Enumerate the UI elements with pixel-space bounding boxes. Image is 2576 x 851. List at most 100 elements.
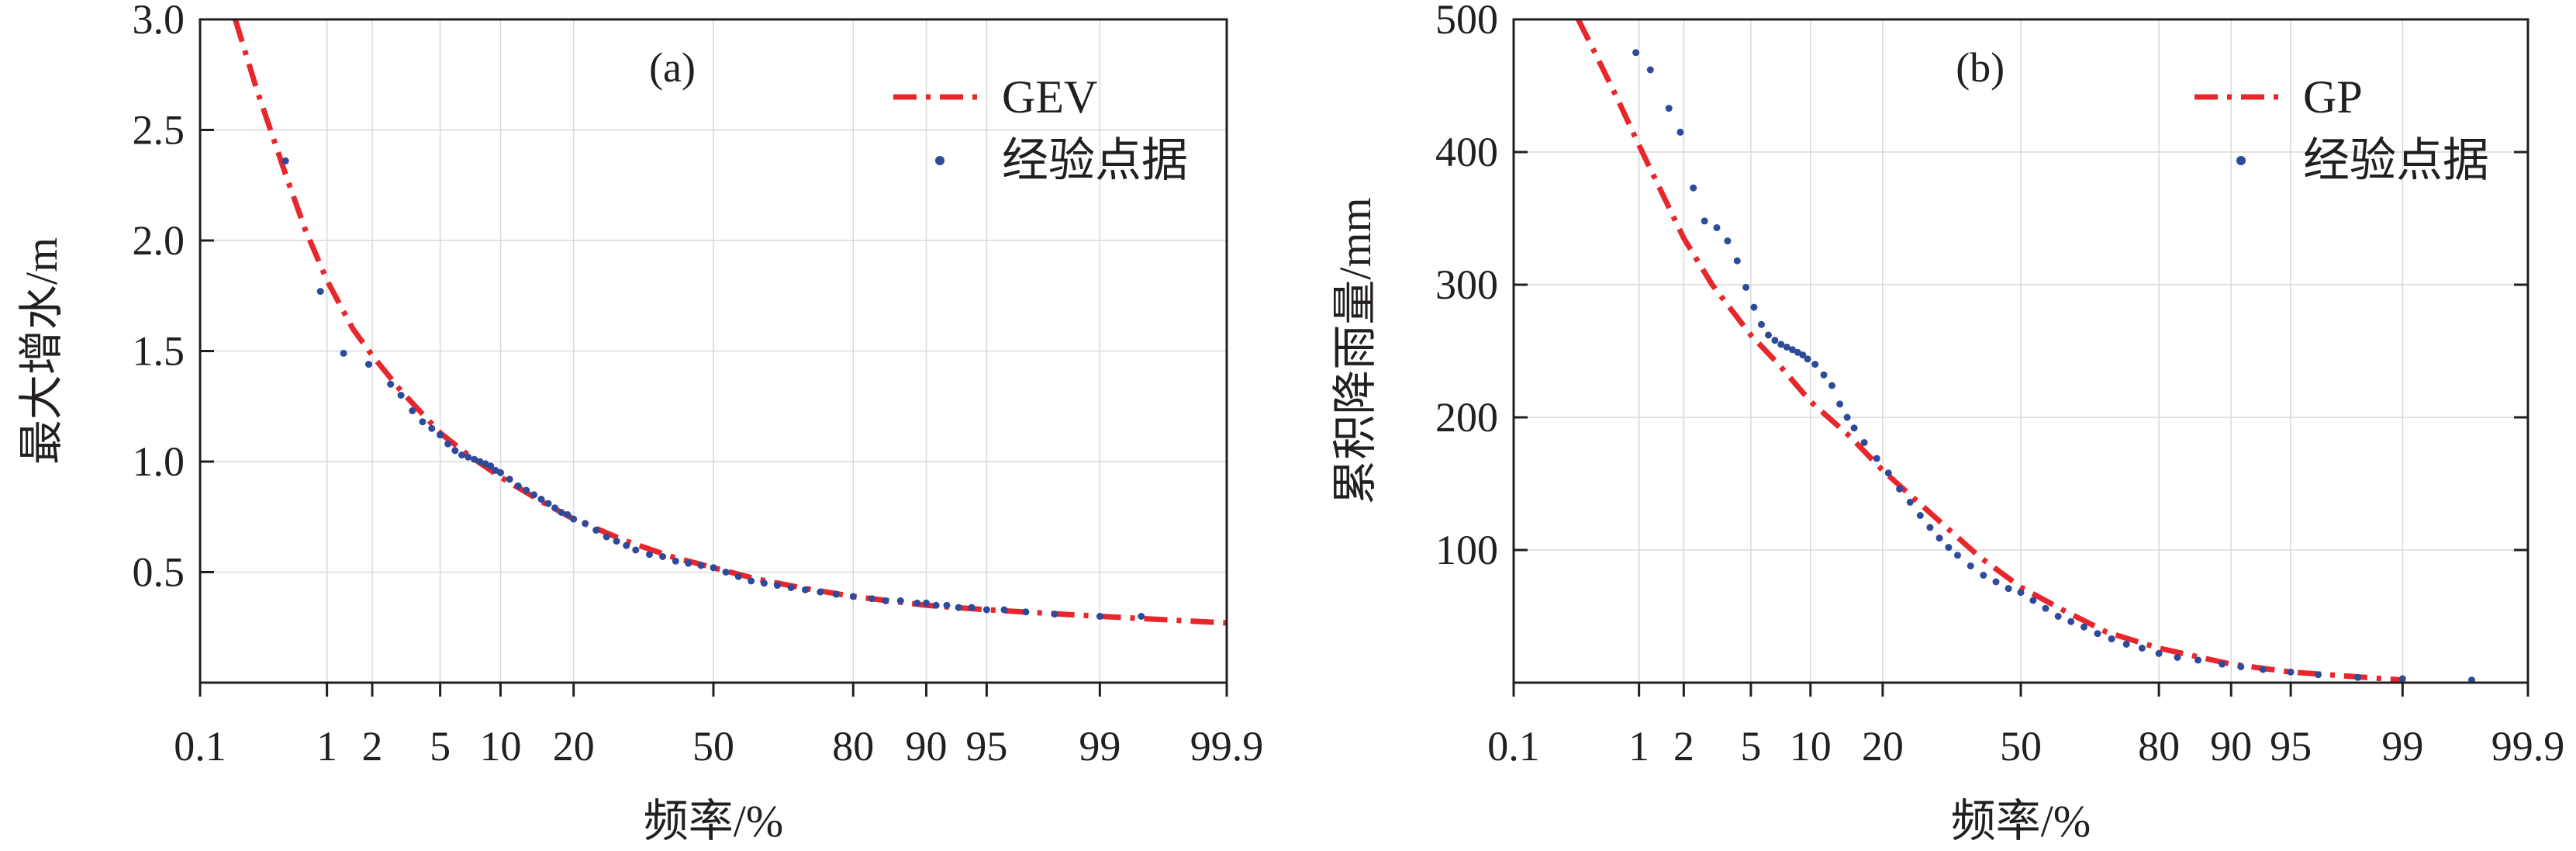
y-tick-label: 2.0	[133, 217, 185, 264]
x-tick-label: 95	[965, 723, 1007, 770]
empirical-point	[2315, 671, 2322, 679]
legend: GP 经验点据	[2194, 71, 2489, 186]
empirical-point	[2219, 660, 2226, 668]
empirical-point	[913, 599, 921, 607]
legend: GEV 经验点据	[893, 71, 1188, 186]
empirical-point	[923, 599, 930, 607]
x-tick-label: 5	[1740, 723, 1761, 770]
fit-line-gev	[233, 18, 1228, 626]
empirical-point	[868, 595, 875, 603]
empirical-point	[451, 447, 459, 455]
empirical-point	[2108, 635, 2115, 643]
empirical-point	[281, 157, 289, 164]
y-axis-title: 累积降雨量/mm	[1330, 197, 1380, 504]
empirical-point	[1000, 606, 1008, 614]
y-tick-label: 3.0	[133, 0, 185, 43]
empirical-point	[849, 593, 857, 600]
empirical-point	[497, 469, 504, 476]
empirical-point	[896, 597, 904, 604]
x-tick-label: 90	[2210, 723, 2252, 770]
x-tick-label: 2	[1673, 723, 1694, 770]
empirical-point	[955, 604, 962, 611]
empirical-point	[603, 533, 610, 541]
empirical-point	[646, 551, 653, 559]
y-axis-title: 最大增水/m	[16, 237, 67, 465]
legend-fit-label: GEV	[1002, 71, 1097, 123]
y-tick-label: 300	[1435, 261, 1498, 308]
empirical-point	[697, 562, 705, 569]
empirical-point	[932, 601, 940, 609]
empirical-point	[558, 509, 565, 516]
empirical-point	[471, 455, 478, 463]
x-tick-label: 2	[362, 723, 383, 770]
plot-frame	[199, 18, 1228, 684]
y-tick-label: 500	[1435, 0, 1498, 43]
empirical-point	[582, 520, 589, 528]
x-tick-label: 5	[430, 723, 451, 770]
empirical-point	[1733, 257, 1741, 265]
empirical-point	[1713, 224, 1721, 231]
empirical-point	[2138, 645, 2146, 652]
x-tick-label: 0.1	[1487, 723, 1540, 770]
empirical-point	[734, 573, 742, 580]
empirical-point	[1811, 361, 1819, 368]
x-tick-label: 50	[692, 723, 734, 770]
empirical-point	[476, 458, 484, 465]
empirical-point	[514, 482, 522, 489]
empirical-point	[613, 538, 620, 545]
y-tick-label: 0.5	[133, 549, 185, 596]
empirical-point	[1051, 611, 1058, 618]
empirical-point	[365, 361, 372, 368]
fit-line-gp	[1576, 18, 2403, 683]
empirical-point	[523, 486, 530, 494]
empirical-point	[2398, 675, 2406, 683]
empirical-point	[1836, 400, 1844, 408]
empirical-point	[1777, 341, 1785, 348]
x-tick-label: 20	[1862, 723, 1904, 770]
chart-panel-b: 0.1 1 2 5 10 20 50 80 90 95 99 99.9 100 200 300 400 500 (…	[1330, 0, 2564, 846]
x-tick-label: 90	[906, 723, 948, 770]
empirical-point	[2067, 617, 2075, 625]
x-tick-label: 80	[2138, 723, 2180, 770]
empirical-point	[487, 462, 495, 470]
empirical-point	[2080, 623, 2087, 631]
legend-empirical-label: 经验点据	[2303, 135, 2489, 186]
empirical-point	[632, 546, 640, 554]
empirical-point	[2122, 640, 2130, 648]
empirical-point	[1967, 562, 1974, 569]
empirical-point	[1690, 184, 1697, 192]
empirical-point	[1750, 303, 1758, 311]
empirical-point	[2042, 604, 2049, 612]
empirical-point	[1646, 66, 1654, 74]
empirical-point	[2054, 613, 2062, 620]
empirical-point	[1843, 413, 1851, 421]
empirical-point	[1828, 382, 1835, 389]
x-tick-label: 1	[316, 723, 337, 770]
x-tick-label: 95	[2270, 723, 2312, 770]
empirical-point	[623, 541, 630, 549]
empirical-point	[1820, 371, 1828, 379]
empirical-point	[458, 451, 466, 458]
empirical-point	[506, 476, 513, 483]
empirical-point	[387, 380, 395, 388]
empirical-point	[1860, 439, 1868, 446]
x-tick-label: 1	[1628, 723, 1649, 770]
empirical-point	[316, 288, 324, 296]
empirical-point	[1980, 572, 1987, 579]
empirical-point	[1954, 552, 1961, 559]
y-tick-label: 200	[1435, 394, 1498, 441]
empirical-point	[760, 579, 768, 587]
empirical-point	[968, 604, 975, 611]
legend-empirical-swatch	[2236, 156, 2246, 165]
empirical-point	[722, 569, 730, 576]
empirical-point	[943, 601, 951, 609]
y-tick-label: 1.0	[133, 438, 185, 485]
x-tick-label: 99	[2381, 723, 2423, 770]
empirical-point	[1926, 524, 1934, 531]
empirical-point	[1992, 578, 2000, 586]
empirical-point	[1789, 346, 1796, 354]
empirical-point	[685, 559, 692, 567]
empirical-point	[1799, 351, 1807, 359]
legend-fit-label: GP	[2303, 71, 2363, 123]
